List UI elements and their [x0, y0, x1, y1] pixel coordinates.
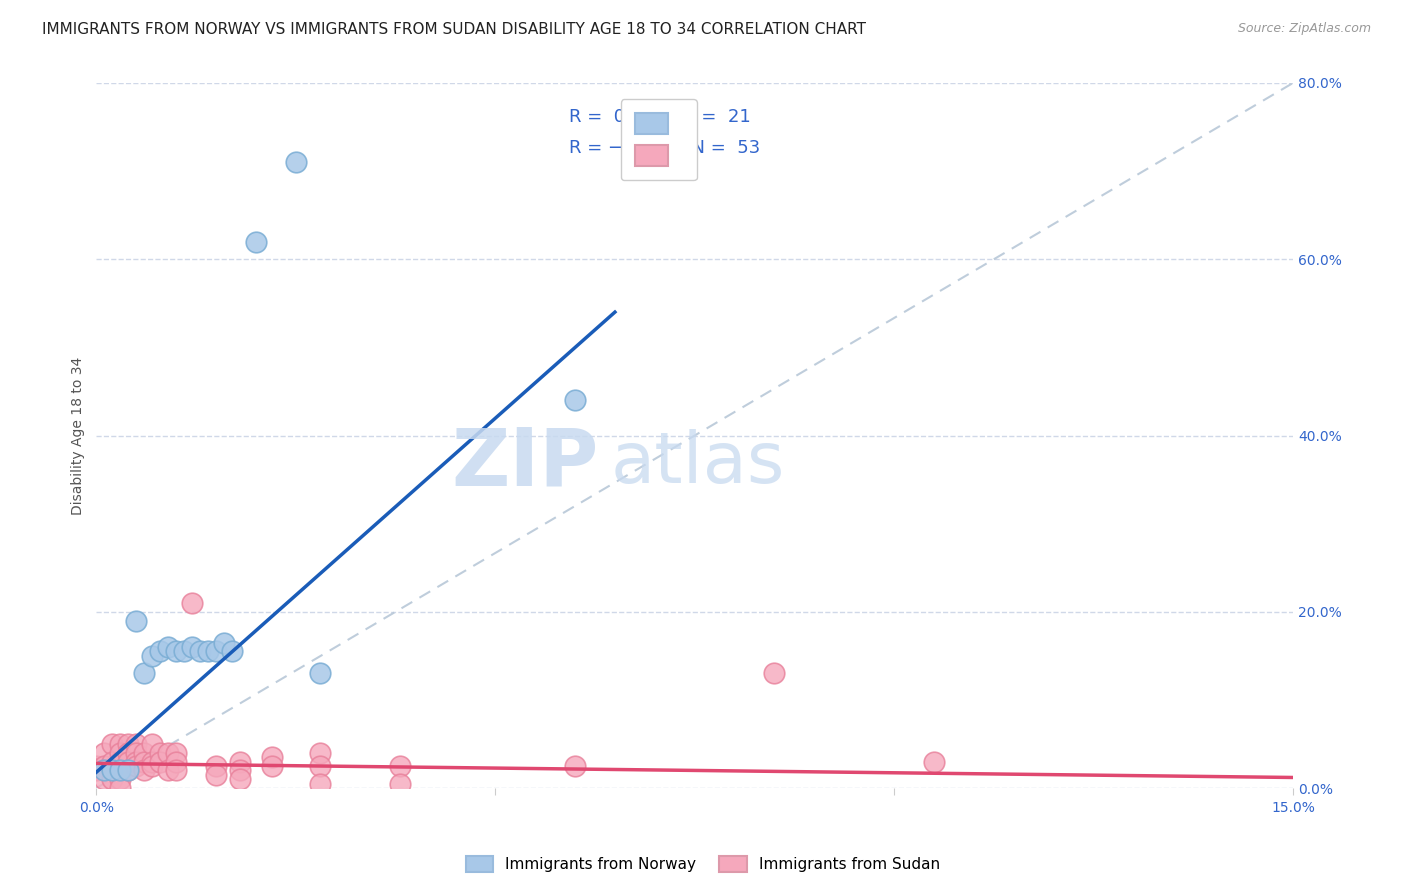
- Point: [117, 746, 139, 760]
- Point: [117, 737, 139, 751]
- Y-axis label: Disability Age 18 to 34: Disability Age 18 to 34: [72, 357, 86, 515]
- Point: [93, 772, 115, 787]
- Point: [141, 759, 163, 773]
- Point: [260, 750, 283, 764]
- Point: [110, 737, 132, 751]
- Point: [125, 737, 148, 751]
- Point: [93, 746, 115, 760]
- Legend: , : ,: [621, 99, 697, 180]
- Point: [157, 640, 180, 654]
- Point: [125, 746, 148, 760]
- Text: Source: ZipAtlas.com: Source: ZipAtlas.com: [1237, 22, 1371, 36]
- Point: [141, 755, 163, 769]
- Point: [308, 759, 330, 773]
- Point: [229, 764, 252, 778]
- Legend: Immigrants from Norway, Immigrants from Sudan: Immigrants from Norway, Immigrants from …: [458, 848, 948, 880]
- Point: [117, 755, 139, 769]
- Point: [125, 614, 148, 628]
- Point: [165, 644, 187, 658]
- Point: [134, 755, 156, 769]
- Point: [245, 235, 267, 249]
- Point: [117, 764, 139, 778]
- Point: [212, 635, 235, 649]
- Point: [922, 755, 945, 769]
- Point: [157, 746, 180, 760]
- Point: [125, 759, 148, 773]
- Point: [205, 759, 228, 773]
- Point: [141, 737, 163, 751]
- Point: [149, 746, 172, 760]
- Point: [117, 764, 139, 778]
- Point: [141, 648, 163, 663]
- Point: [93, 764, 115, 778]
- Point: [149, 755, 172, 769]
- Point: [388, 777, 411, 791]
- Point: [101, 737, 124, 751]
- Point: [149, 644, 172, 658]
- Point: [93, 759, 115, 773]
- Point: [229, 772, 252, 787]
- Point: [284, 155, 307, 169]
- Point: [134, 764, 156, 778]
- Text: IMMIGRANTS FROM NORWAY VS IMMIGRANTS FROM SUDAN DISABILITY AGE 18 TO 34 CORRELAT: IMMIGRANTS FROM NORWAY VS IMMIGRANTS FRO…: [42, 22, 866, 37]
- Point: [134, 746, 156, 760]
- Point: [165, 746, 187, 760]
- Point: [308, 777, 330, 791]
- Point: [101, 764, 124, 778]
- Point: [181, 596, 204, 610]
- Point: [110, 764, 132, 778]
- Text: R = −0.064   N =  53: R = −0.064 N = 53: [569, 138, 761, 157]
- Point: [110, 772, 132, 787]
- Point: [101, 772, 124, 787]
- Text: atlas: atlas: [612, 429, 786, 499]
- Text: R =  0.609   N =  21: R = 0.609 N = 21: [569, 108, 751, 126]
- Point: [564, 759, 586, 773]
- Point: [308, 746, 330, 760]
- Point: [763, 666, 786, 681]
- Point: [221, 644, 243, 658]
- Point: [205, 768, 228, 782]
- Point: [86, 764, 108, 778]
- Point: [101, 764, 124, 778]
- Point: [157, 764, 180, 778]
- Point: [165, 764, 187, 778]
- Point: [125, 755, 148, 769]
- Point: [110, 755, 132, 769]
- Point: [260, 759, 283, 773]
- Point: [205, 644, 228, 658]
- Point: [308, 666, 330, 681]
- Point: [197, 644, 219, 658]
- Text: ZIP: ZIP: [451, 425, 599, 503]
- Point: [110, 764, 132, 778]
- Point: [188, 644, 211, 658]
- Point: [165, 755, 187, 769]
- Point: [388, 759, 411, 773]
- Point: [101, 755, 124, 769]
- Point: [181, 640, 204, 654]
- Point: [93, 764, 115, 778]
- Point: [86, 759, 108, 773]
- Point: [134, 666, 156, 681]
- Point: [110, 746, 132, 760]
- Point: [110, 780, 132, 795]
- Point: [229, 755, 252, 769]
- Point: [173, 644, 195, 658]
- Point: [564, 393, 586, 408]
